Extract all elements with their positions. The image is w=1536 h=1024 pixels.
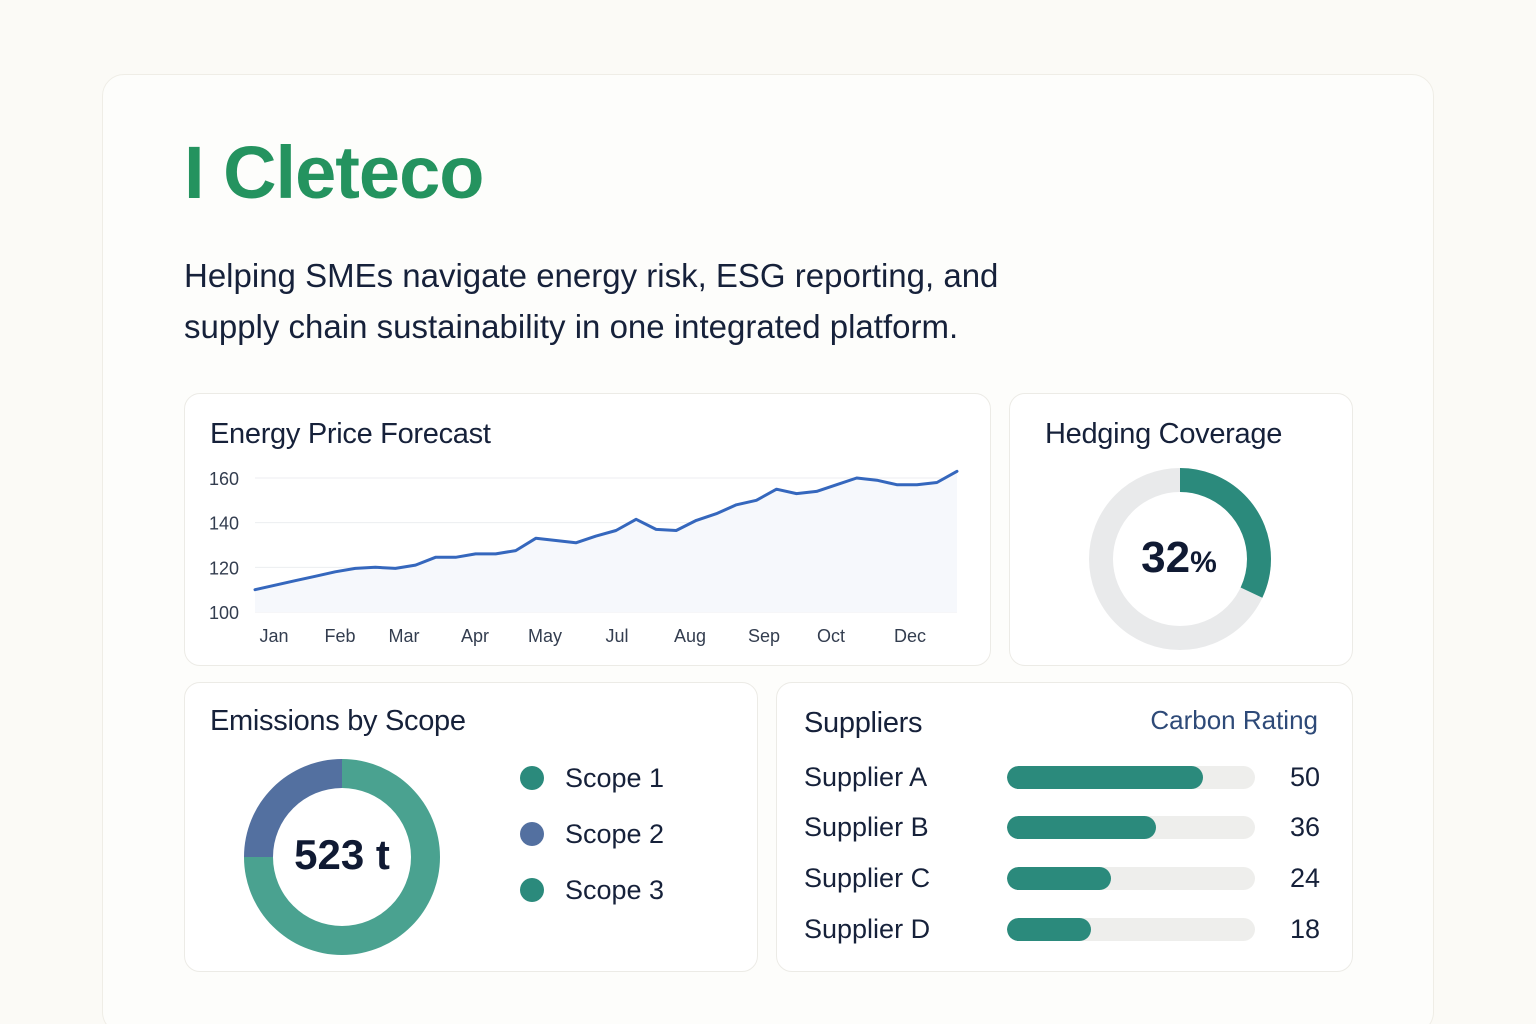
emissions-total: 523 t [294, 831, 390, 878]
carbon-rating-bar-track [1007, 816, 1255, 839]
carbon-rating-value: 18 [1289, 914, 1320, 944]
suppliers-card[interactable]: Suppliers Carbon Rating Supplier A 50 Su… [776, 682, 1353, 972]
x-tick-label: Mar [389, 626, 420, 646]
carbon-rating-bar-fill [1007, 816, 1156, 839]
area-fill [255, 471, 957, 612]
x-tick-label: Sep [748, 626, 780, 646]
carbon-rating-bar-fill [1007, 918, 1092, 941]
energy-card-title: Energy Price Forecast [210, 418, 491, 450]
series-line [253, 469, 959, 592]
tagline-line-2: supply chain sustainability in one integ… [184, 308, 959, 345]
legend-label-scope-1: Scope 1 [565, 762, 665, 793]
hedging-value: 32% [1094, 530, 1264, 591]
emissions-donut-chart [244, 759, 440, 955]
x-tick-label: May [528, 626, 562, 646]
supplier-name: Supplier D [804, 914, 931, 944]
y-tick-label: 140 [209, 514, 239, 534]
legend-item-scope-1: Scope 1 [520, 763, 664, 793]
carbon-rating-bar-track [1007, 766, 1255, 789]
carbon-rating-value: 24 [1289, 863, 1320, 893]
energy-price-line-chart: 100 120 140 160 Jan Feb Mar Apr May Jul Aug Sep Oct D… [209, 469, 959, 646]
x-tick-label: Oct [817, 626, 845, 646]
supplier-row[interactable]: Supplier A 50 [804, 760, 1320, 794]
scope-1-dot-icon [520, 766, 544, 790]
legend-item-scope-3: Scope 3 [520, 875, 664, 905]
carbon-rating-bar-track [1007, 867, 1255, 890]
x-tick-label: Feb [324, 626, 355, 646]
carbon-rating-value: 36 [1289, 812, 1320, 842]
brand-logo-text: I Cleteco [184, 131, 484, 214]
supplier-row[interactable]: Supplier D 18 [804, 912, 1320, 946]
scope-2-dot-icon [520, 822, 544, 846]
tagline: Helping SMEs navigate energy risk, ESG r… [184, 250, 1144, 352]
x-tick-label: Aug [674, 626, 706, 646]
carbon-rating-bar-fill [1007, 766, 1203, 789]
carbon-rating-header[interactable]: Carbon Rating [1150, 705, 1318, 735]
hedging-percent-number: 32 [1141, 533, 1191, 582]
carbon-rating-bar-fill [1007, 867, 1112, 890]
y-tick-label: 160 [209, 469, 239, 489]
scope-3-dot-icon [520, 878, 544, 902]
hedging-coverage-card[interactable]: Hedging Coverage 32% [1009, 393, 1353, 666]
donut-fill-segment [1089, 468, 1271, 650]
supplier-name: Supplier B [804, 812, 929, 842]
supplier-name: Supplier C [804, 863, 931, 893]
hedging-card-title: Hedging Coverage [1045, 418, 1283, 450]
legend-label-scope-2: Scope 2 [565, 818, 665, 849]
suppliers-card-title: Suppliers [804, 707, 923, 739]
supplier-row[interactable]: Supplier B 36 [804, 810, 1320, 844]
emissions-by-scope-card[interactable]: Emissions by Scope 523 t Scope 1 Scope 2… [184, 682, 758, 972]
x-tick-label: Dec [894, 626, 926, 646]
hedging-donut-chart [1089, 468, 1271, 650]
supplier-row[interactable]: Supplier C 24 [804, 861, 1320, 895]
legend-label-scope-3: Scope 3 [565, 874, 665, 905]
y-tick-label: 120 [209, 558, 239, 578]
emissions-card-title: Emissions by Scope [210, 705, 466, 737]
legend-item-scope-2: Scope 2 [520, 819, 664, 849]
energy-price-forecast-card[interactable]: Energy Price Forecast 100 120 140 160 Jan Feb… [184, 393, 991, 666]
y-tick-label: 100 [209, 603, 239, 623]
x-tick-label: Apr [461, 626, 489, 646]
hedging-percent-unit: % [1190, 546, 1217, 579]
tagline-line-1: Helping SMEs navigate energy risk, ESG r… [184, 257, 999, 294]
donut-slice-scope-1 [244, 759, 440, 955]
x-tick-label: Jan [259, 626, 288, 646]
x-tick-label: Jul [605, 626, 628, 646]
carbon-rating-value: 50 [1289, 762, 1320, 792]
donut-slice-scope-2 [244, 759, 342, 857]
supplier-name: Supplier A [804, 762, 928, 792]
carbon-rating-bar-track [1007, 918, 1255, 941]
